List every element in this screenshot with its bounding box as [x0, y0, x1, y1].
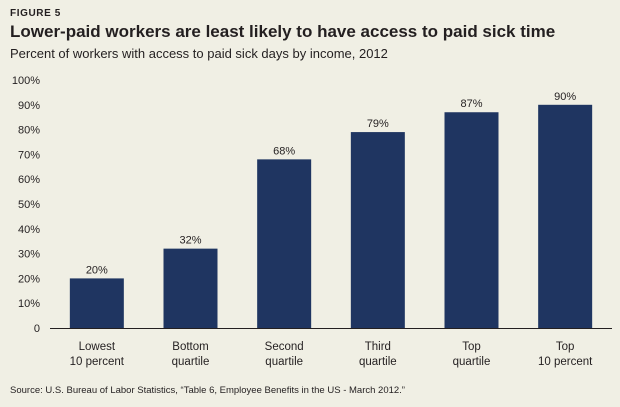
bars: 20% 32% 68% 79% 87% 90% — [69, 91, 593, 329]
data-label: 90% — [554, 91, 576, 103]
x-tick-label: Top — [462, 341, 481, 353]
chart-subtitle: Percent of workers with access to paid s… — [10, 46, 388, 61]
y-tick-label: 90% — [18, 100, 40, 112]
figure-label: FIGURE 5 — [10, 8, 61, 19]
y-tick-label: 40% — [18, 224, 40, 236]
data-label: 20% — [86, 264, 108, 276]
bar — [257, 159, 312, 328]
y-tick-label: 10% — [18, 298, 40, 310]
x-tick-label: 10 percent — [70, 356, 125, 368]
y-tick-label: 30% — [18, 249, 40, 261]
x-tick-label: Lowest — [79, 341, 116, 353]
x-tick-label: Bottom — [172, 341, 208, 353]
y-tick-label: 20% — [18, 273, 40, 285]
y-tick-label: 60% — [18, 174, 40, 186]
x-tick-label: Third — [365, 341, 391, 353]
x-tick-label: Second — [265, 341, 304, 353]
y-axis: 0 10% 20% 30% 40% 50% 60% 70% 80% 90% 100% — [12, 75, 40, 335]
y-tick-label: 100% — [12, 75, 40, 87]
source-note: Source: U.S. Bureau of Labor Statistics,… — [10, 385, 405, 396]
x-tick-label: quartile — [172, 356, 210, 368]
bar — [69, 278, 124, 328]
bar — [163, 248, 218, 328]
bar — [444, 112, 499, 329]
x-tick-label: quartile — [453, 356, 491, 368]
y-tick-label: 0 — [34, 323, 40, 335]
bar — [350, 132, 405, 328]
data-label: 79% — [367, 118, 389, 130]
x-tick-label: Top — [556, 341, 575, 353]
x-tick-label: quartile — [265, 356, 303, 368]
data-label: 87% — [460, 98, 482, 110]
bar — [538, 104, 593, 328]
y-tick-label: 80% — [18, 125, 40, 137]
x-tick-label: quartile — [359, 356, 397, 368]
data-label: 68% — [273, 145, 295, 157]
data-label: 32% — [179, 235, 201, 247]
chart-title: Lower-paid workers are least likely to h… — [10, 22, 556, 41]
x-axis: Lowest 10 percent Bottom quartile Second quar… — [50, 328, 612, 368]
x-tick-label: 10 percent — [538, 356, 593, 368]
y-tick-label: 50% — [18, 199, 40, 211]
y-tick-label: 70% — [18, 149, 40, 161]
